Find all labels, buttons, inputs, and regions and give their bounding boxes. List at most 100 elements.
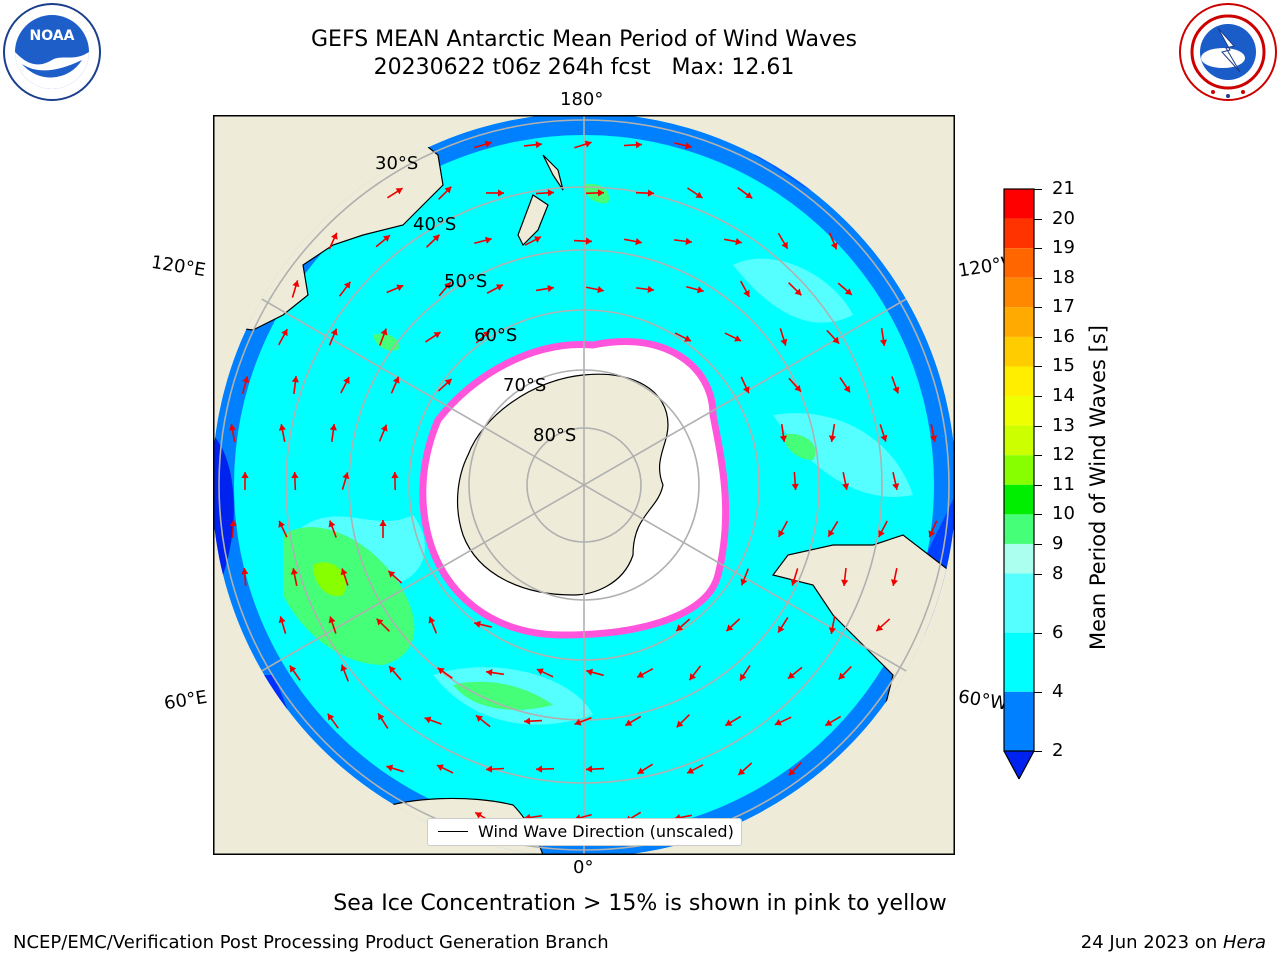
- lon-label-60e: 60°E: [162, 686, 209, 715]
- wave-arrow-head: [482, 331, 490, 338]
- wave-arrow-head: [278, 520, 285, 528]
- colorbar-tick-label: 15: [1052, 355, 1075, 377]
- wave-arrow-head: [676, 720, 684, 728]
- wave-arrow-head: [676, 624, 684, 631]
- wave-arrow-head: [745, 191, 753, 199]
- lat-label-30s: 30°S: [375, 153, 418, 174]
- wave-arrow-head: [533, 236, 541, 243]
- wave-arrow-head: [597, 189, 604, 197]
- colorbar-bin-19-20: [1004, 218, 1034, 249]
- wave-arrow-head: [791, 483, 799, 490]
- wave-arrow-head: [740, 673, 747, 681]
- wave-arrow-head: [892, 386, 900, 394]
- wave-arrow-head: [928, 530, 936, 538]
- wave-arrow-head: [379, 520, 387, 527]
- new-zealand-landmass: [517, 154, 564, 247]
- wave-arrow-head: [278, 616, 286, 624]
- wave-arrow-head: [779, 435, 787, 442]
- wave-arrow-head: [484, 236, 492, 244]
- colorbar-tick-label: 9: [1052, 532, 1064, 554]
- wave-arrow-head: [535, 141, 542, 149]
- wave-arrow-head: [380, 328, 388, 336]
- wave-arrow-head: [524, 717, 531, 725]
- colorbar-tick-label: 16: [1052, 325, 1075, 347]
- wave-arrow-head: [734, 335, 742, 342]
- wave-arrow-head: [547, 189, 554, 197]
- legend-line-swatch: [438, 831, 468, 832]
- colorbar-tick-mark: [1034, 336, 1042, 338]
- wave-arrow-head: [689, 673, 697, 681]
- colorbar-tick-label: 17: [1052, 296, 1075, 318]
- colorbar: [1003, 188, 1035, 780]
- colorbar-bin-6-8: [1004, 573, 1034, 633]
- wave-arrow-head: [726, 624, 734, 632]
- wave-arrow-head: [832, 336, 840, 344]
- wave-arrow-head: [843, 385, 850, 393]
- wave-arrow-head: [790, 578, 798, 586]
- wave-arrow-head: [474, 620, 481, 628]
- noaa-logo-text: NOAA: [30, 28, 75, 44]
- antarctic-map: 30°S 40°S 50°S 60°S 70°S 80°S: [213, 115, 955, 855]
- colorbar-bin-17-18: [1004, 277, 1034, 308]
- wave-arrow-head: [787, 672, 795, 679]
- footer-date: 24 Jun 2023 on Hera: [1081, 932, 1266, 953]
- wave-arrow-head: [697, 286, 704, 294]
- wave-arrow-head: [388, 570, 396, 578]
- footer-date-text: 24 Jun 2023 on: [1080, 932, 1223, 953]
- colorbar-tick-label: 12: [1052, 444, 1075, 466]
- colorbar-tick-mark: [1034, 751, 1042, 752]
- colorbar-tick-label: 21: [1052, 178, 1075, 199]
- footer-organization: NCEP/EMC/Verification Post Processing Pr…: [13, 932, 609, 953]
- colorbar-tick-label: 13: [1052, 414, 1075, 436]
- wave-arrow-head: [340, 568, 348, 576]
- wave-arrow-head: [743, 289, 750, 297]
- wave-arrow-head: [547, 284, 554, 293]
- colorbar-tick-label: 19: [1052, 237, 1075, 259]
- wave-arrow-head: [343, 281, 351, 289]
- colorbar-label: Mean Period of Wind Waves [s]: [1086, 325, 1110, 650]
- wave-arrow-head: [725, 719, 733, 726]
- wave-arrow-head: [386, 764, 394, 772]
- wave-arrow-head: [328, 616, 336, 624]
- wave-arrow-head: [432, 234, 440, 242]
- wave-arrow-head: [396, 284, 404, 292]
- wave-arrow-head: [838, 672, 846, 680]
- colorbar-bin-2-4: [1004, 691, 1034, 751]
- wave-arrow-head: [486, 669, 493, 677]
- wave-arrow-head: [495, 284, 503, 291]
- colorbar-tick-label: 2: [1052, 740, 1064, 761]
- colorbar-tick-mark: [1034, 277, 1042, 279]
- wave-arrow-head: [930, 435, 938, 442]
- wave-arrow-head: [475, 715, 483, 722]
- wave-arrow-head: [229, 520, 237, 527]
- wave-arrow-head: [830, 242, 838, 250]
- colorbar-bin-13-14: [1004, 396, 1034, 426]
- colorbar-tick-mark: [1034, 573, 1042, 575]
- antarctica-landmass: [456, 373, 669, 596]
- wave-arrow-head: [879, 339, 888, 346]
- wave-arrow-head: [380, 424, 388, 432]
- lat-label-40s: 40°S: [413, 214, 456, 235]
- colorbar-bin-9-10: [1004, 514, 1034, 544]
- colorbar-tick-mark: [1034, 514, 1042, 516]
- chart-subtitle: 20230622 t06z 264h fcst Max: 12.61: [373, 55, 795, 80]
- colorbar-tick-label: 6: [1052, 621, 1064, 643]
- wave-arrow-head: [880, 434, 888, 442]
- wave-arrow-head: [278, 424, 286, 431]
- colorbar-tick-mark: [1034, 455, 1042, 457]
- colorbar-bin-20-21: [1004, 189, 1034, 219]
- wave-arrow-head: [241, 568, 249, 575]
- colorbar-tick-mark: [1034, 366, 1042, 368]
- colorbar-tick-mark: [1034, 484, 1042, 486]
- wave-arrow-head: [242, 376, 250, 384]
- wave-arrow-head: [890, 579, 898, 586]
- green-period-region: [283, 527, 415, 665]
- wave-arrow-head: [685, 142, 692, 150]
- wave-arrow-head: [774, 718, 782, 726]
- wave-arrow-head: [342, 472, 350, 480]
- wave-arrow-head: [794, 288, 802, 296]
- footer-machine: Hera: [1222, 932, 1266, 953]
- wave-arrow-head: [291, 472, 299, 479]
- lat-label-80s: 80°S: [533, 425, 576, 446]
- lon-label-0: 0°: [573, 857, 594, 878]
